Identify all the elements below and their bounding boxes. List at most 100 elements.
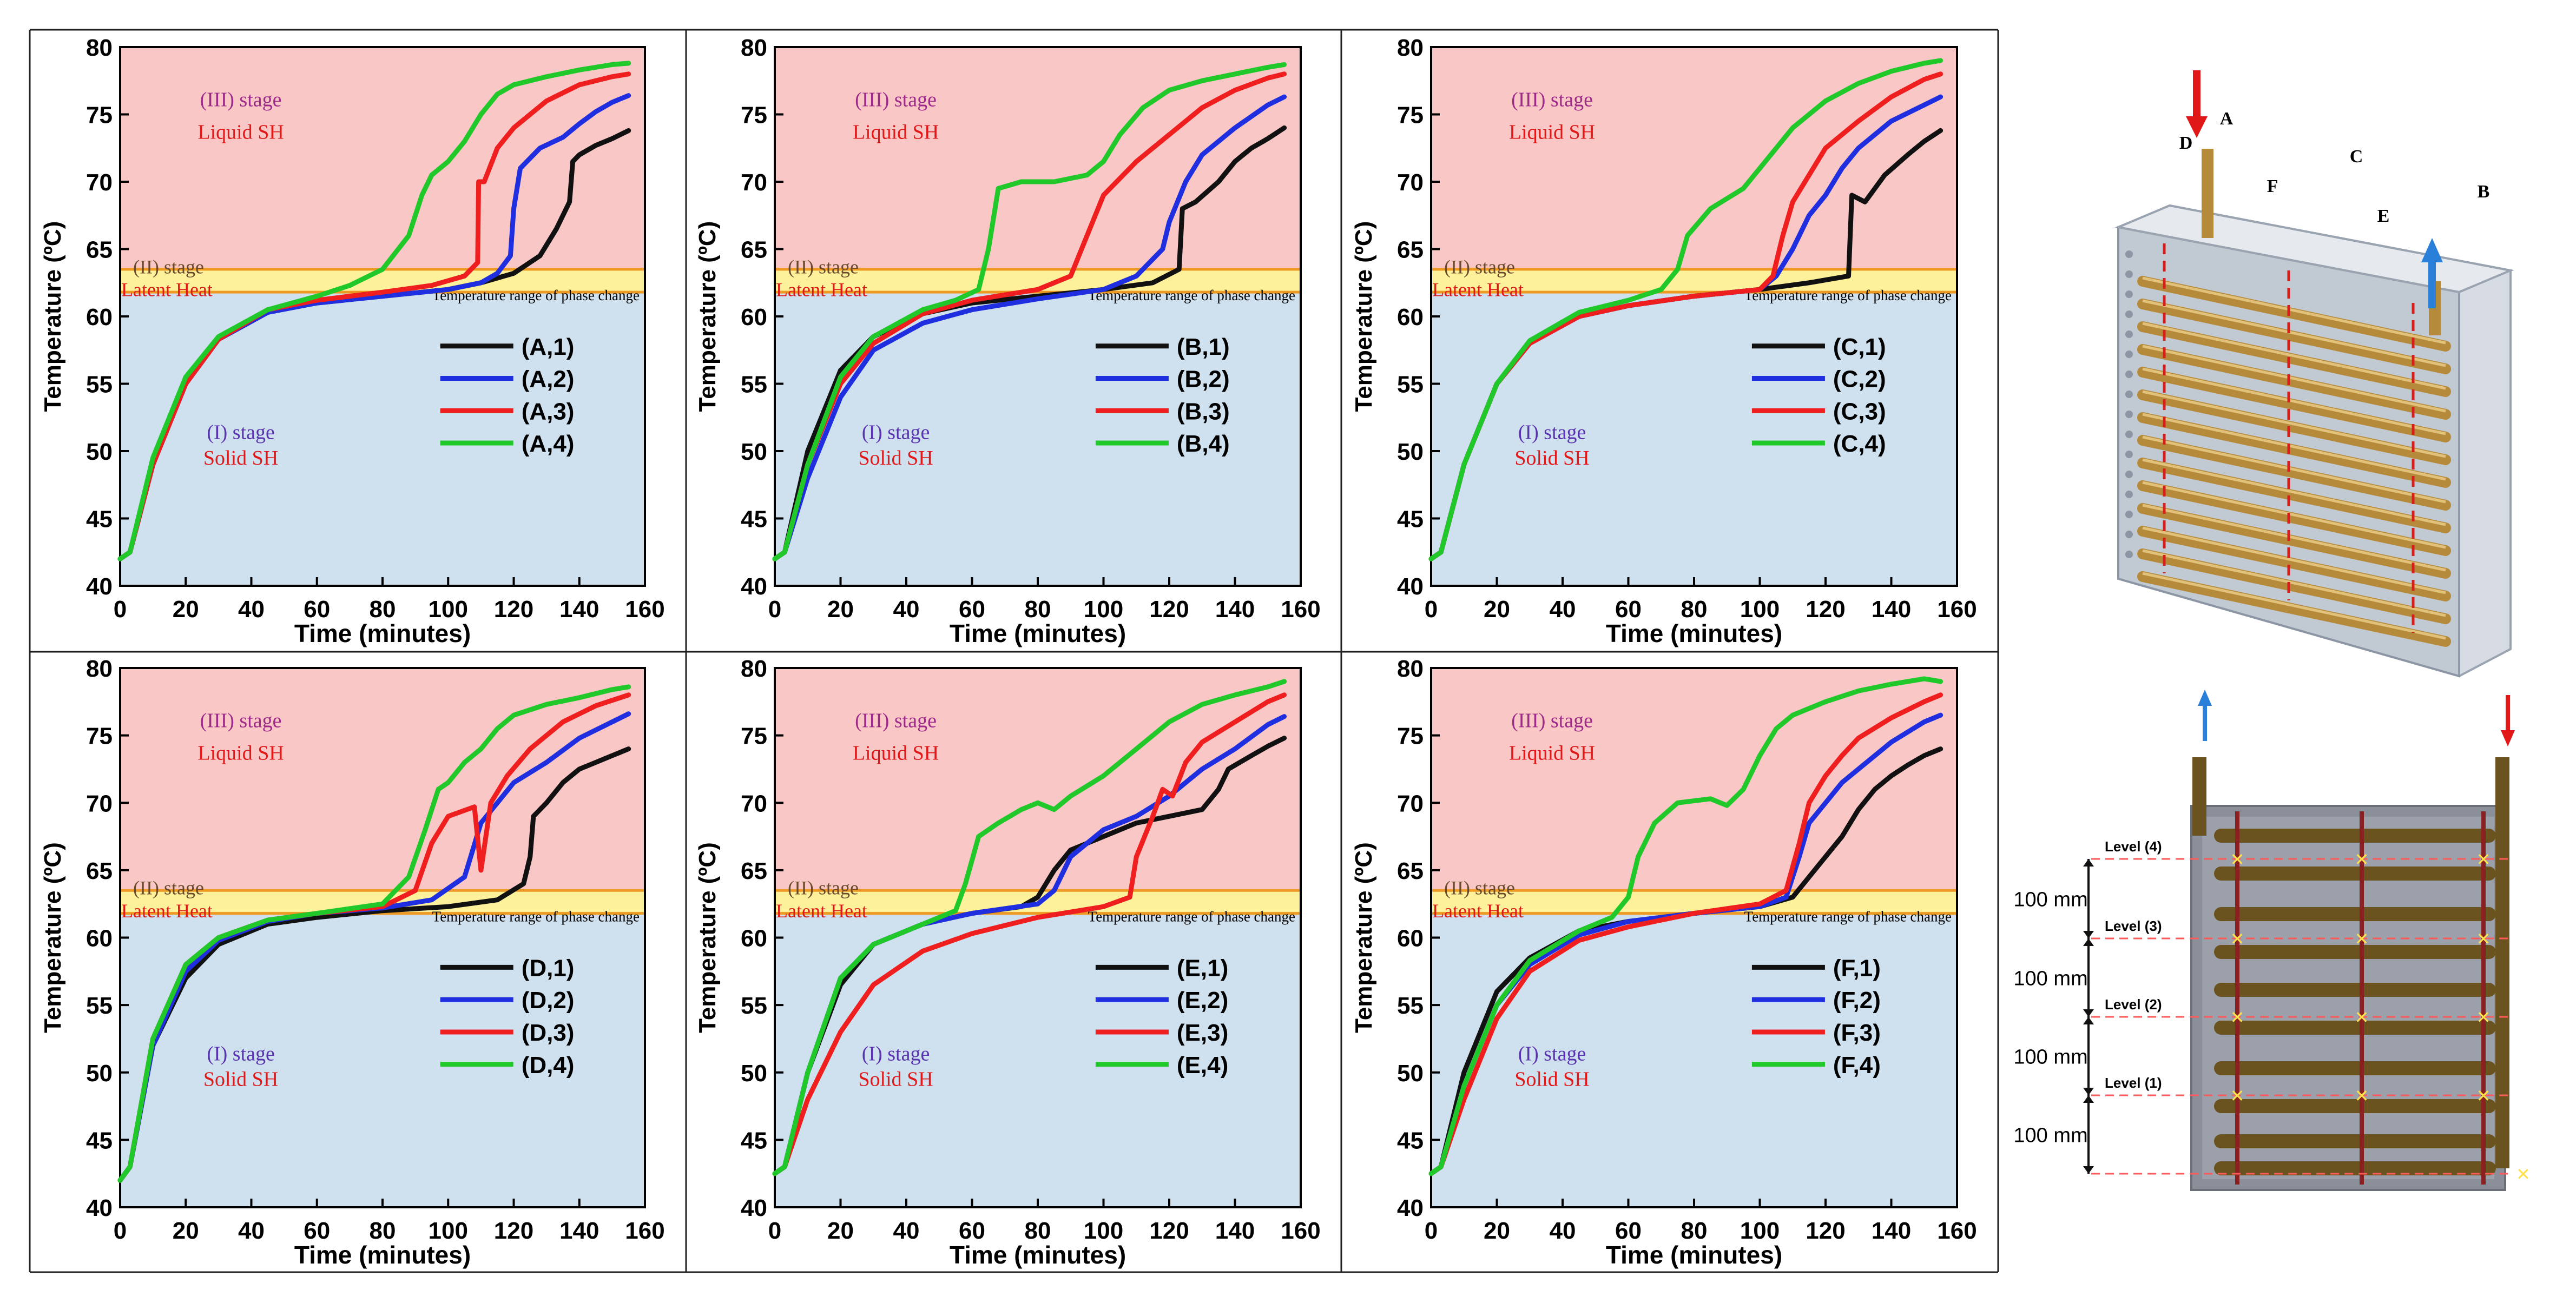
y-tick-label: 60 (1397, 304, 1424, 330)
legend-label: (E,4) (1177, 1052, 1228, 1079)
y-tick-label: 40 (86, 573, 113, 600)
y-tick-label: 50 (1397, 439, 1424, 465)
stage2-label: (II) stage (788, 877, 859, 899)
y-tick-label: 70 (86, 790, 113, 817)
solid-zone (120, 292, 645, 586)
sensor-marker-icon: ✕ (2230, 929, 2245, 949)
legend-label: (F,2) (1833, 987, 1881, 1014)
legend-label: (B,2) (1177, 366, 1230, 393)
sensor-marker-icon: ✕ (2476, 849, 2491, 870)
latent-zone (120, 269, 645, 293)
x-tick-label: 40 (893, 1218, 920, 1244)
x-tick-label: 140 (1215, 1218, 1255, 1244)
series-line-4 (117, 684, 631, 1183)
y-tick-label: 55 (1397, 993, 1424, 1019)
x-tick-label: 100 (1084, 596, 1123, 623)
legend-label: (C,2) (1833, 366, 1886, 393)
coil-highlight (2142, 276, 2446, 345)
sensor-marker-icon: ✕ (2230, 1007, 2245, 1028)
coil-highlight (2142, 435, 2446, 504)
x-tick-label: 120 (1149, 1218, 1189, 1244)
stage2-label: (II) stage (133, 256, 204, 277)
y-tick-label: 40 (741, 573, 767, 600)
series-line-4 (772, 62, 1287, 561)
x-tick-label: 140 (559, 596, 599, 623)
bolt (2125, 451, 2133, 458)
coil-highlight (2142, 481, 2446, 549)
y-tick-label: 75 (741, 723, 767, 750)
series-line-3 (772, 692, 1287, 1176)
sensor-label-f: F (2267, 176, 2278, 196)
phase-range-label: Temperature range of phase change (1744, 909, 1952, 925)
stage2-label: (II) stage (133, 877, 204, 899)
legend-label: (A,4) (522, 431, 575, 457)
x-axis-label: Time (minutes) (294, 1241, 471, 1269)
phase-range-label: Temperature range of phase change (432, 287, 640, 303)
coil-tube (2137, 526, 2451, 601)
x-tick-label: 120 (1806, 596, 1845, 623)
coil-highlight (2142, 413, 2446, 481)
y-tick-label: 50 (741, 439, 767, 465)
sensor-label-b: B (2478, 182, 2490, 202)
y-tick-label: 80 (1397, 35, 1424, 61)
y-tick-label: 70 (86, 169, 113, 196)
x-tick-label: 0 (114, 596, 127, 623)
chart-panel-a: 0 20 40 60 80 100 120 140 160404550556065707580T… (39, 35, 665, 647)
y-tick-label: 70 (1397, 790, 1424, 817)
sensor-marker-icon: ✕ (2516, 1164, 2531, 1185)
coil-highlight (2142, 572, 2446, 640)
outlet-arrow-icon (2421, 238, 2443, 262)
bolt (2125, 310, 2133, 318)
dimension-arrow-icon (2083, 859, 2094, 867)
solid-zone (1431, 913, 1957, 1207)
dimension-arrow-icon (2083, 1166, 2094, 1174)
x-tick-label: 160 (1281, 1218, 1320, 1244)
series-line-1 (772, 125, 1287, 561)
dimension-arrow-icon (2083, 1017, 2094, 1024)
latent-zone (1431, 269, 1957, 293)
legend-label: (D,2) (522, 987, 575, 1014)
stage1-label: (I) stage (1518, 1042, 1586, 1065)
stage3-label: (III) stage (1511, 89, 1593, 111)
y-tick-label: 65 (86, 858, 113, 884)
y-tick-label: 50 (1397, 1060, 1424, 1087)
y-tick-label: 55 (86, 372, 113, 398)
stage3-label: (III) stage (855, 89, 937, 111)
phase-range-label: Temperature range of phase change (1744, 287, 1952, 303)
stage3-label: (III) stage (200, 710, 282, 732)
x-tick-label: 60 (1615, 1218, 1642, 1244)
level-label: Level (2) (2105, 996, 2162, 1013)
series-line-4 (1428, 676, 1943, 1176)
liquid-sh-label: Liquid SH (853, 742, 939, 764)
coil-highlight (2142, 390, 2446, 458)
coil-highlight (2142, 526, 2446, 594)
y-tick-label: 75 (86, 723, 113, 750)
series-line-4 (1428, 58, 1943, 561)
y-tick-label: 70 (1397, 169, 1424, 196)
sensor-marker-icon: ✕ (2355, 849, 2369, 870)
chart-panel-b: 0 20 40 60 80 100 120 140 160404550556065707580T… (694, 35, 1321, 647)
liquid-sh-label: Liquid SH (853, 121, 939, 143)
x-tick-label: 80 (1025, 596, 1051, 623)
series-line-1 (772, 736, 1287, 1176)
bolt (2125, 250, 2133, 258)
latent-zone (1431, 890, 1957, 914)
liquid-zone (120, 668, 645, 891)
coil-highlight (2142, 345, 2446, 413)
bolt (2125, 511, 2133, 518)
x-tick-label: 0 (1425, 1218, 1438, 1244)
panel-grid-frame (29, 29, 1999, 1273)
y-tick-label: 65 (1397, 858, 1424, 884)
bolt (2125, 270, 2133, 278)
y-tick-label: 45 (86, 1127, 113, 1154)
series-line-3 (1428, 692, 1943, 1176)
coil-highlight (2142, 322, 2446, 390)
sensor-label-a: A (2220, 109, 2234, 129)
legend-label: (D,1) (522, 955, 575, 981)
liquid-zone (120, 47, 645, 269)
x-tick-label: 100 (429, 1218, 468, 1244)
y-axis-label: Temperature (ºC) (1350, 221, 1377, 412)
legend-label: (E,2) (1177, 987, 1228, 1014)
legend-label: (B,3) (1177, 398, 1230, 425)
coil-highlight (2142, 458, 2446, 526)
